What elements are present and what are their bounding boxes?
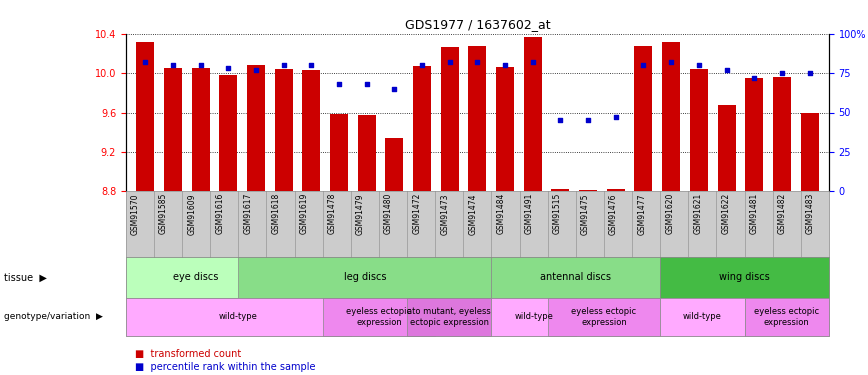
Point [747,75,761,81]
Bar [496,67,514,191]
Bar [800,112,819,191]
Bar [441,46,458,191]
Bar [523,37,542,191]
Text: GSM91478: GSM91478 [328,193,337,234]
Bar [164,68,182,191]
Bar [469,46,486,191]
Point [249,67,263,73]
Text: ■  transformed count: ■ transformed count [135,350,240,359]
Text: wild-type: wild-type [514,312,553,321]
Point [608,114,622,120]
Bar [662,42,681,191]
Text: GSM91617: GSM91617 [243,193,253,234]
Bar [607,189,625,191]
Bar [192,68,209,191]
Bar [358,116,376,191]
Point [554,117,568,123]
Bar [302,70,320,191]
Text: wild-type: wild-type [219,312,258,321]
Text: GSM91480: GSM91480 [384,193,393,234]
Title: GDS1977 / 1637602_at: GDS1977 / 1637602_at [404,18,550,31]
Point [305,62,319,68]
Text: GSM91472: GSM91472 [412,193,421,234]
Point [332,81,346,87]
Text: GSM91585: GSM91585 [159,193,168,234]
Point [387,86,401,92]
Text: eye discs: eye discs [174,273,219,282]
Point [803,70,817,76]
Bar [330,114,348,191]
Bar [579,190,597,191]
Bar [551,189,569,191]
Text: GSM91474: GSM91474 [469,193,477,235]
Bar [220,75,237,191]
Text: GSM91616: GSM91616 [215,193,224,234]
Point [664,59,678,65]
Text: ato mutant, eyeless
ectopic expression: ato mutant, eyeless ectopic expression [407,307,491,327]
Text: GSM91618: GSM91618 [272,193,280,234]
Bar [385,138,404,191]
Text: GSM91481: GSM91481 [750,193,759,234]
Text: GSM91620: GSM91620 [665,193,674,234]
Bar [746,78,763,191]
Text: genotype/variation  ▶: genotype/variation ▶ [4,312,103,321]
Text: GSM91479: GSM91479 [356,193,365,235]
Text: GSM91484: GSM91484 [496,193,505,234]
Point [582,117,595,123]
Point [443,59,457,65]
Text: leg discs: leg discs [344,273,386,282]
Point [221,65,235,71]
Point [470,59,484,65]
Text: GSM91619: GSM91619 [299,193,309,234]
Text: GSM91475: GSM91475 [581,193,590,235]
Point [775,70,789,76]
Point [692,62,706,68]
Point [194,62,207,68]
Point [526,59,540,65]
Text: GSM91477: GSM91477 [637,193,646,235]
Bar [413,66,431,191]
Bar [136,42,155,191]
Point [359,81,373,87]
Bar [635,46,653,191]
Text: GSM91491: GSM91491 [524,193,534,234]
Point [636,62,650,68]
Point [415,62,429,68]
Point [138,59,152,65]
Text: ■  percentile rank within the sample: ■ percentile rank within the sample [135,363,315,372]
Text: GSM91473: GSM91473 [440,193,450,235]
Bar [247,65,265,191]
Point [498,62,512,68]
Text: wild-type: wild-type [683,312,722,321]
Bar [274,69,293,191]
Text: GSM91515: GSM91515 [553,193,562,234]
Bar [690,69,707,191]
Text: GSM91483: GSM91483 [806,193,815,234]
Text: GSM91609: GSM91609 [187,193,196,235]
Text: eyeless ectopic
expression: eyeless ectopic expression [346,307,411,327]
Bar [773,77,791,191]
Text: GSM91476: GSM91476 [609,193,618,235]
Text: GSM91570: GSM91570 [131,193,140,235]
Point [277,62,291,68]
Bar [718,105,735,191]
Text: eyeless ectopic
expression: eyeless ectopic expression [754,307,819,327]
Text: GSM91482: GSM91482 [778,193,786,234]
Text: GSM91622: GSM91622 [721,193,731,234]
Text: wing discs: wing discs [720,273,770,282]
Text: antennal discs: antennal discs [541,273,611,282]
Point [720,67,733,73]
Point [166,62,180,68]
Text: tissue  ▶: tissue ▶ [4,273,47,282]
Text: eyeless ectopic
expression: eyeless ectopic expression [571,307,636,327]
Text: GSM91621: GSM91621 [694,193,702,234]
